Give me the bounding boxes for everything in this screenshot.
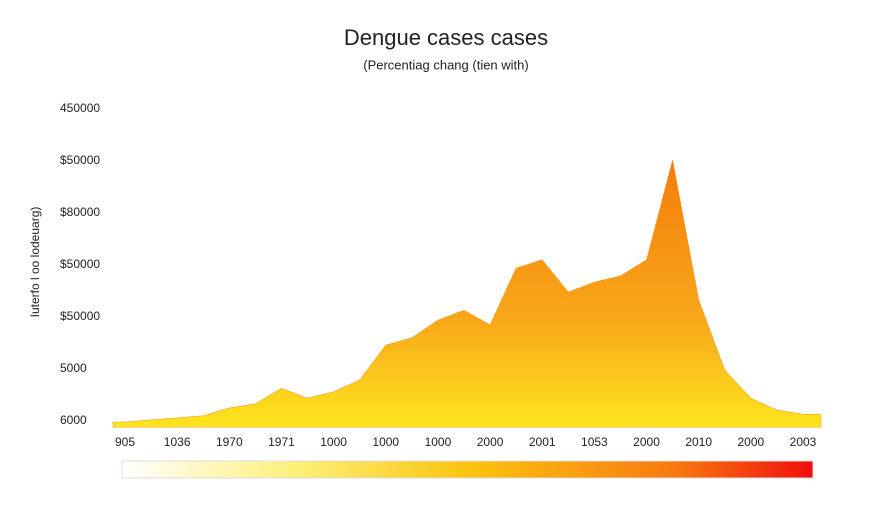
x-tick-label: 1971 (268, 435, 295, 449)
y-tick-label: $50000 (60, 309, 100, 323)
x-tick-label: 1970 (216, 435, 243, 449)
x-tick-label: 2000 (633, 435, 660, 449)
y-tick-label: 5000 (60, 361, 87, 375)
color-scale-bar (121, 460, 814, 479)
y-tick-label: $80000 (60, 205, 100, 219)
chart-title: Dengue cases cases (344, 25, 548, 50)
x-tick-label: 2010 (685, 435, 712, 449)
x-tick-label: 1000 (425, 435, 452, 449)
x-tick-label: 2003 (790, 435, 817, 449)
y-tick-label: 450000 (60, 101, 100, 115)
x-tick-label: 1000 (320, 435, 347, 449)
x-tick-label: 1000 (372, 435, 399, 449)
area (112, 159, 822, 428)
x-tick-label: 1036 (164, 435, 191, 449)
x-tick-label: 2000 (737, 435, 764, 449)
x-tick-label: 2000 (477, 435, 504, 449)
y-axis-label: Iuterfo l oo lodeuarg) (28, 207, 42, 318)
y-tick-label: 6000 (60, 413, 87, 427)
x-tick-label: 2001 (529, 435, 556, 449)
x-tick-label: 905 (115, 435, 135, 449)
x-tick-label: 1053 (581, 435, 608, 449)
y-tick-label: $50000 (60, 257, 100, 271)
y-tick-label: $50000 (60, 153, 100, 167)
chart-subtitle: (Percentiag chang (tien with) (363, 57, 528, 72)
